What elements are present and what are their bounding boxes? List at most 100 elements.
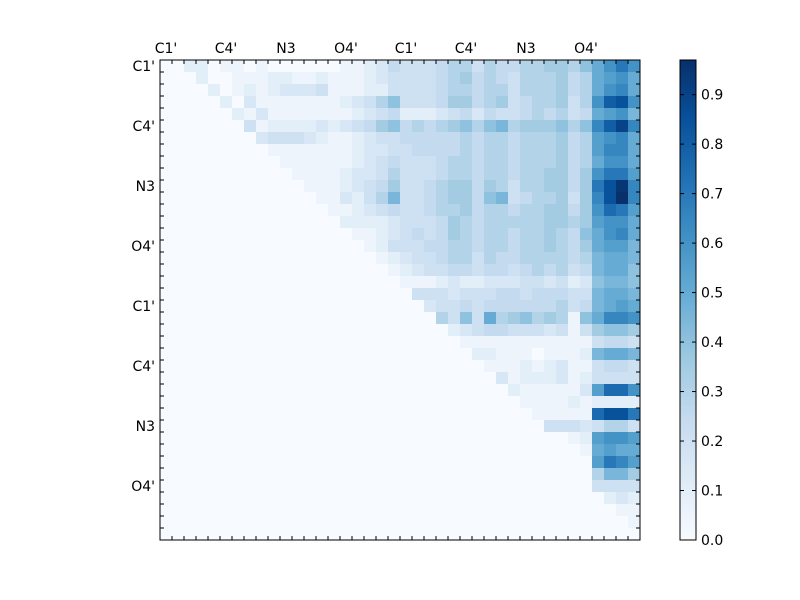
colorbar-ticks: 0.00.10.20.30.40.50.60.70.80.9 — [680, 88, 723, 549]
heatmap-cell — [316, 72, 329, 85]
heatmap-cell — [460, 312, 473, 325]
heatmap-cell — [160, 456, 173, 469]
heatmap-cell — [616, 228, 629, 241]
heatmap-cell — [616, 204, 629, 217]
heatmap-cell — [316, 276, 329, 289]
heatmap-cell — [340, 96, 353, 109]
col-tick-label: C1' — [155, 41, 178, 57]
heatmap-cell — [268, 384, 281, 397]
heatmap-cell — [532, 144, 545, 157]
heatmap-cell — [460, 336, 473, 349]
heatmap-cell — [304, 228, 317, 241]
heatmap-cell — [196, 336, 209, 349]
heatmap-cell — [508, 60, 521, 73]
heatmap-cell — [232, 384, 245, 397]
heatmap-cell — [376, 324, 389, 337]
heatmap-cell — [496, 72, 509, 85]
heatmap-cell — [256, 300, 269, 313]
heatmap-cell — [568, 408, 581, 421]
heatmap-cell — [616, 480, 629, 493]
heatmap-cell — [592, 240, 605, 253]
heatmap-cell — [616, 516, 629, 529]
heatmap-cell — [412, 480, 425, 493]
heatmap-cell — [412, 120, 425, 133]
heatmap-cell — [280, 420, 293, 433]
heatmap-cell — [412, 156, 425, 169]
heatmap-cell — [532, 72, 545, 85]
heatmap-cell — [388, 276, 401, 289]
heatmap-cell — [184, 180, 197, 193]
heatmap-cell — [472, 396, 485, 409]
heatmap-cell — [400, 156, 413, 169]
heatmap-cell — [472, 60, 485, 73]
heatmap-cell — [364, 348, 377, 361]
heatmap-cell — [532, 468, 545, 481]
heatmap-cell — [316, 240, 329, 253]
heatmap-cell — [436, 420, 449, 433]
heatmap-cell — [568, 108, 581, 121]
heatmap-cell — [424, 96, 437, 109]
heatmap-cell — [352, 456, 365, 469]
heatmap-cell — [244, 144, 257, 157]
heatmap-cell — [556, 120, 569, 133]
heatmap-cell — [568, 132, 581, 145]
heatmap-cell — [232, 420, 245, 433]
colorbar-tick-label: 0.7 — [701, 187, 723, 203]
heatmap-cell — [436, 168, 449, 181]
heatmap-cell — [196, 60, 209, 73]
heatmap-cell — [484, 348, 497, 361]
heatmap-cell — [580, 348, 593, 361]
heatmap-cell — [616, 528, 629, 541]
heatmap-cell — [376, 252, 389, 265]
heatmap-cell — [340, 336, 353, 349]
heatmap-cell — [364, 120, 377, 133]
heatmap-cell — [160, 468, 173, 481]
heatmap-cell — [340, 132, 353, 145]
heatmap-cell — [436, 372, 449, 385]
heatmap-cell — [520, 204, 533, 217]
heatmap-cell — [544, 180, 557, 193]
heatmap-cell — [496, 264, 509, 277]
heatmap-cell — [232, 132, 245, 145]
heatmap-cell — [208, 252, 221, 265]
heatmap-cell — [520, 288, 533, 301]
heatmap-cell — [208, 396, 221, 409]
col-tick-label: O4' — [334, 41, 358, 57]
heatmap-cell — [220, 192, 233, 205]
heatmap-cell — [412, 336, 425, 349]
heatmap-cell — [580, 480, 593, 493]
heatmap-cell — [604, 468, 617, 481]
heatmap-cell — [316, 252, 329, 265]
heatmap-cell — [412, 324, 425, 337]
heatmap-cell — [328, 96, 341, 109]
heatmap-cell — [460, 276, 473, 289]
heatmap-cell — [424, 252, 437, 265]
heatmap-cell — [292, 180, 305, 193]
heatmap-cell — [244, 384, 257, 397]
heatmap-cell — [616, 288, 629, 301]
heatmap-cell — [328, 456, 341, 469]
heatmap-cell — [484, 156, 497, 169]
heatmap-cell — [376, 156, 389, 169]
heatmap-cell — [172, 336, 185, 349]
heatmap-cell — [244, 72, 257, 85]
heatmap-cell — [388, 264, 401, 277]
heatmap-cell — [388, 240, 401, 253]
heatmap-cell — [604, 60, 617, 73]
heatmap-cell — [232, 96, 245, 109]
heatmap-cell — [376, 408, 389, 421]
heatmap-cell — [412, 372, 425, 385]
heatmap-cell — [364, 372, 377, 385]
heatmap-cell — [304, 504, 317, 517]
heatmap-cell — [328, 144, 341, 157]
heatmap-cell — [232, 480, 245, 493]
heatmap-cell — [268, 252, 281, 265]
heatmap-cell — [604, 480, 617, 493]
heatmap-cell — [436, 468, 449, 481]
heatmap-cell — [364, 300, 377, 313]
heatmap-cell — [412, 456, 425, 469]
heatmap-cell — [400, 72, 413, 85]
col-tick-label: C4' — [455, 41, 478, 57]
heatmap-cell — [388, 168, 401, 181]
heatmap-cell — [412, 228, 425, 241]
